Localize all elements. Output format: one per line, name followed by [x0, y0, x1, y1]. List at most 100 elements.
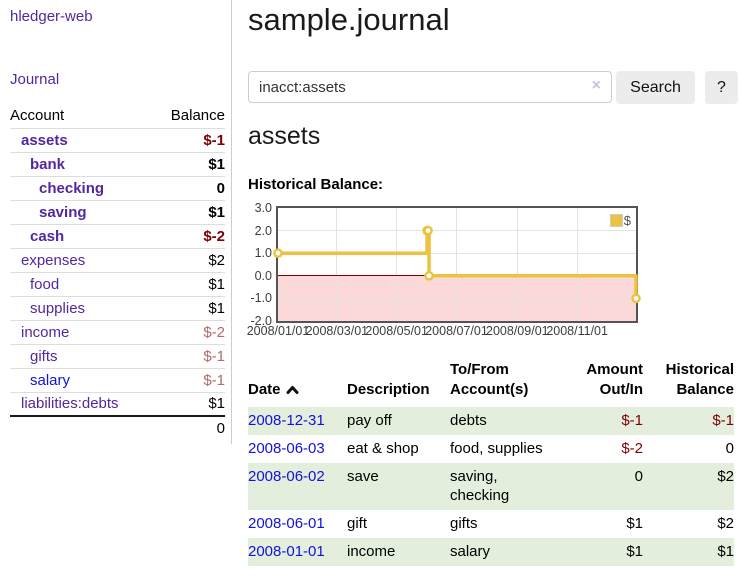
sidebar-account-link[interactable]: expenses	[21, 251, 86, 269]
x-axis-tick-label: 2008/09/01	[486, 324, 549, 338]
transaction-description: pay off	[347, 407, 450, 435]
y-axis-tick-label: 0.0	[254, 268, 272, 283]
chart-legend: $	[609, 213, 631, 228]
accounts-header-balance: Balance	[170, 106, 225, 124]
sidebar-account-link[interactable]: cash	[30, 227, 65, 245]
transaction-accounts: salary	[450, 538, 570, 566]
search-bar: × Search ?	[248, 71, 742, 104]
sidebar-account-link[interactable]: income	[21, 323, 70, 341]
account-name-cell: food	[10, 271, 154, 296]
transaction-row: 2008-06-02 save saving, checking 0 $2	[248, 463, 734, 510]
account-name-cell: checking	[10, 175, 154, 200]
sidebar-account-link[interactable]: salary	[30, 371, 71, 389]
transaction-description: save	[347, 463, 450, 510]
account-row: bank $1	[10, 151, 225, 176]
sidebar: hledger-web Journal Account Balance asse…	[0, 0, 232, 444]
account-balance: $1	[153, 271, 225, 296]
transaction-description: income	[347, 538, 450, 566]
vertical-gridline	[396, 208, 398, 321]
account-balance: $-1	[153, 367, 225, 392]
transaction-balance: 0	[725, 440, 734, 457]
x-axis-tick-label: 2008/03/01	[305, 324, 369, 338]
transaction-description: gift	[347, 515, 368, 532]
account-row: cash $-2	[10, 223, 225, 248]
account-name-cell: salary	[10, 367, 154, 392]
legend-label: $	[623, 213, 631, 228]
transaction-date-link[interactable]: 2008-06-02	[248, 468, 325, 485]
transaction-date-cell: 2008-06-01	[248, 510, 347, 538]
account-balance: $-1	[153, 343, 225, 368]
register-header-description: Description	[347, 381, 430, 398]
sidebar-account-link[interactable]: saving	[39, 203, 87, 221]
register-header-balance: Historical Balance	[665, 361, 734, 398]
y-axis-tick-label: 3.0	[254, 201, 272, 215]
sidebar-account-link[interactable]: gifts	[30, 347, 58, 365]
transaction-balance: $-1	[643, 407, 734, 435]
account-row: income $-2	[10, 319, 225, 344]
chart-heading: Historical Balance:	[248, 176, 384, 193]
vertical-gridline	[336, 208, 338, 321]
account-name-cell: liabilities:debts	[10, 391, 154, 416]
sidebar-account-link[interactable]: liabilities:debts	[21, 395, 119, 413]
account-balance: $-1	[153, 127, 225, 152]
help-button[interactable]: ?	[705, 71, 738, 104]
account-name-cell: expenses	[10, 247, 154, 272]
x-axis-tick-label: 2008/05/01	[365, 324, 428, 338]
transaction-accounts: saving, checking	[450, 463, 570, 510]
account-balance: $-2	[153, 223, 225, 248]
account-name-cell: income	[10, 319, 154, 344]
account-name-cell: saving	[10, 199, 154, 224]
register-header-date[interactable]: Date	[248, 358, 347, 407]
y-axis-tick-label: -1.0	[250, 291, 272, 306]
vertical-gridline	[456, 208, 457, 321]
clear-search-icon[interactable]: ×	[591, 77, 601, 94]
transaction-balance: $1	[643, 538, 734, 566]
horizontal-gridline	[278, 230, 636, 232]
vertical-gridline	[576, 208, 578, 321]
sidebar-item-journal[interactable]: Journal	[10, 71, 60, 88]
transaction-accounts: gifts	[450, 515, 478, 532]
y-axis-tick-label: -2.0	[250, 314, 272, 328]
x-axis-tick-label: 2008/11/01	[546, 324, 608, 338]
account-heading: assets	[248, 122, 321, 150]
transaction-accounts: debts	[450, 407, 570, 435]
y-axis-tick-label: 1.0	[254, 246, 272, 261]
account-row: liabilities:debts $1	[10, 391, 225, 416]
transaction-balance: $2	[717, 515, 734, 532]
sidebar-account-link[interactable]: supplies	[30, 299, 86, 317]
transaction-amount: $-1	[570, 407, 643, 435]
app-title-link[interactable]: hledger-web	[10, 8, 93, 25]
sidebar-account-link[interactable]: food	[30, 275, 60, 293]
sidebar-account-link[interactable]: checking	[39, 179, 105, 197]
accounts-table: Account Balance assets $-1 bank $1 checking 0…	[10, 103, 225, 440]
accounts-total-row: 0	[10, 415, 225, 440]
sidebar-account-link[interactable]: bank	[30, 155, 66, 173]
transaction-date-link[interactable]: 2008-06-03	[248, 440, 325, 457]
search-input[interactable]	[248, 71, 612, 103]
account-balance: 0	[153, 175, 225, 200]
register-header-amount: Amount Out/In	[586, 361, 643, 398]
transaction-date-link[interactable]: 2008-06-01	[248, 515, 325, 532]
transaction-date-link[interactable]: 2008-12-31	[248, 412, 325, 429]
accounts-header-account: Account	[10, 106, 65, 124]
horizontal-gridline	[278, 252, 636, 254]
x-axis-tick-label: 2008/07/01	[425, 324, 488, 338]
account-row: assets $-1	[10, 127, 225, 152]
account-row: food $1	[10, 271, 225, 296]
account-row: expenses $2	[10, 247, 225, 272]
transaction-date-cell: 2008-01-01	[248, 538, 347, 566]
accounts-total-balance: 0	[153, 415, 225, 440]
account-balance: $-2	[153, 319, 225, 344]
transaction-date-link[interactable]: 2008-01-01	[248, 543, 325, 560]
transaction-accounts: food, supplies	[450, 440, 543, 457]
historical-balance-chart: $ 3.0 2.0 1.0 0.0 -1.0 -2.0 2008/01/01 2008/03…	[247, 198, 734, 344]
search-button[interactable]: Search	[616, 71, 695, 104]
account-name-cell: supplies	[10, 295, 154, 320]
sidebar-account-link[interactable]: assets	[21, 131, 68, 149]
register-header-row: Date Description To/From Account(s) Amou…	[248, 358, 734, 407]
page-title: sample.journal	[248, 2, 450, 37]
main-content: sample.journal × Search ? assets Histori…	[247, 0, 742, 582]
y-axis-tick-label: 2.0	[254, 223, 272, 238]
horizontal-gridline	[278, 297, 636, 299]
transaction-row: 2008-06-03 eat & shop food, supplies $-2 0	[248, 435, 734, 463]
